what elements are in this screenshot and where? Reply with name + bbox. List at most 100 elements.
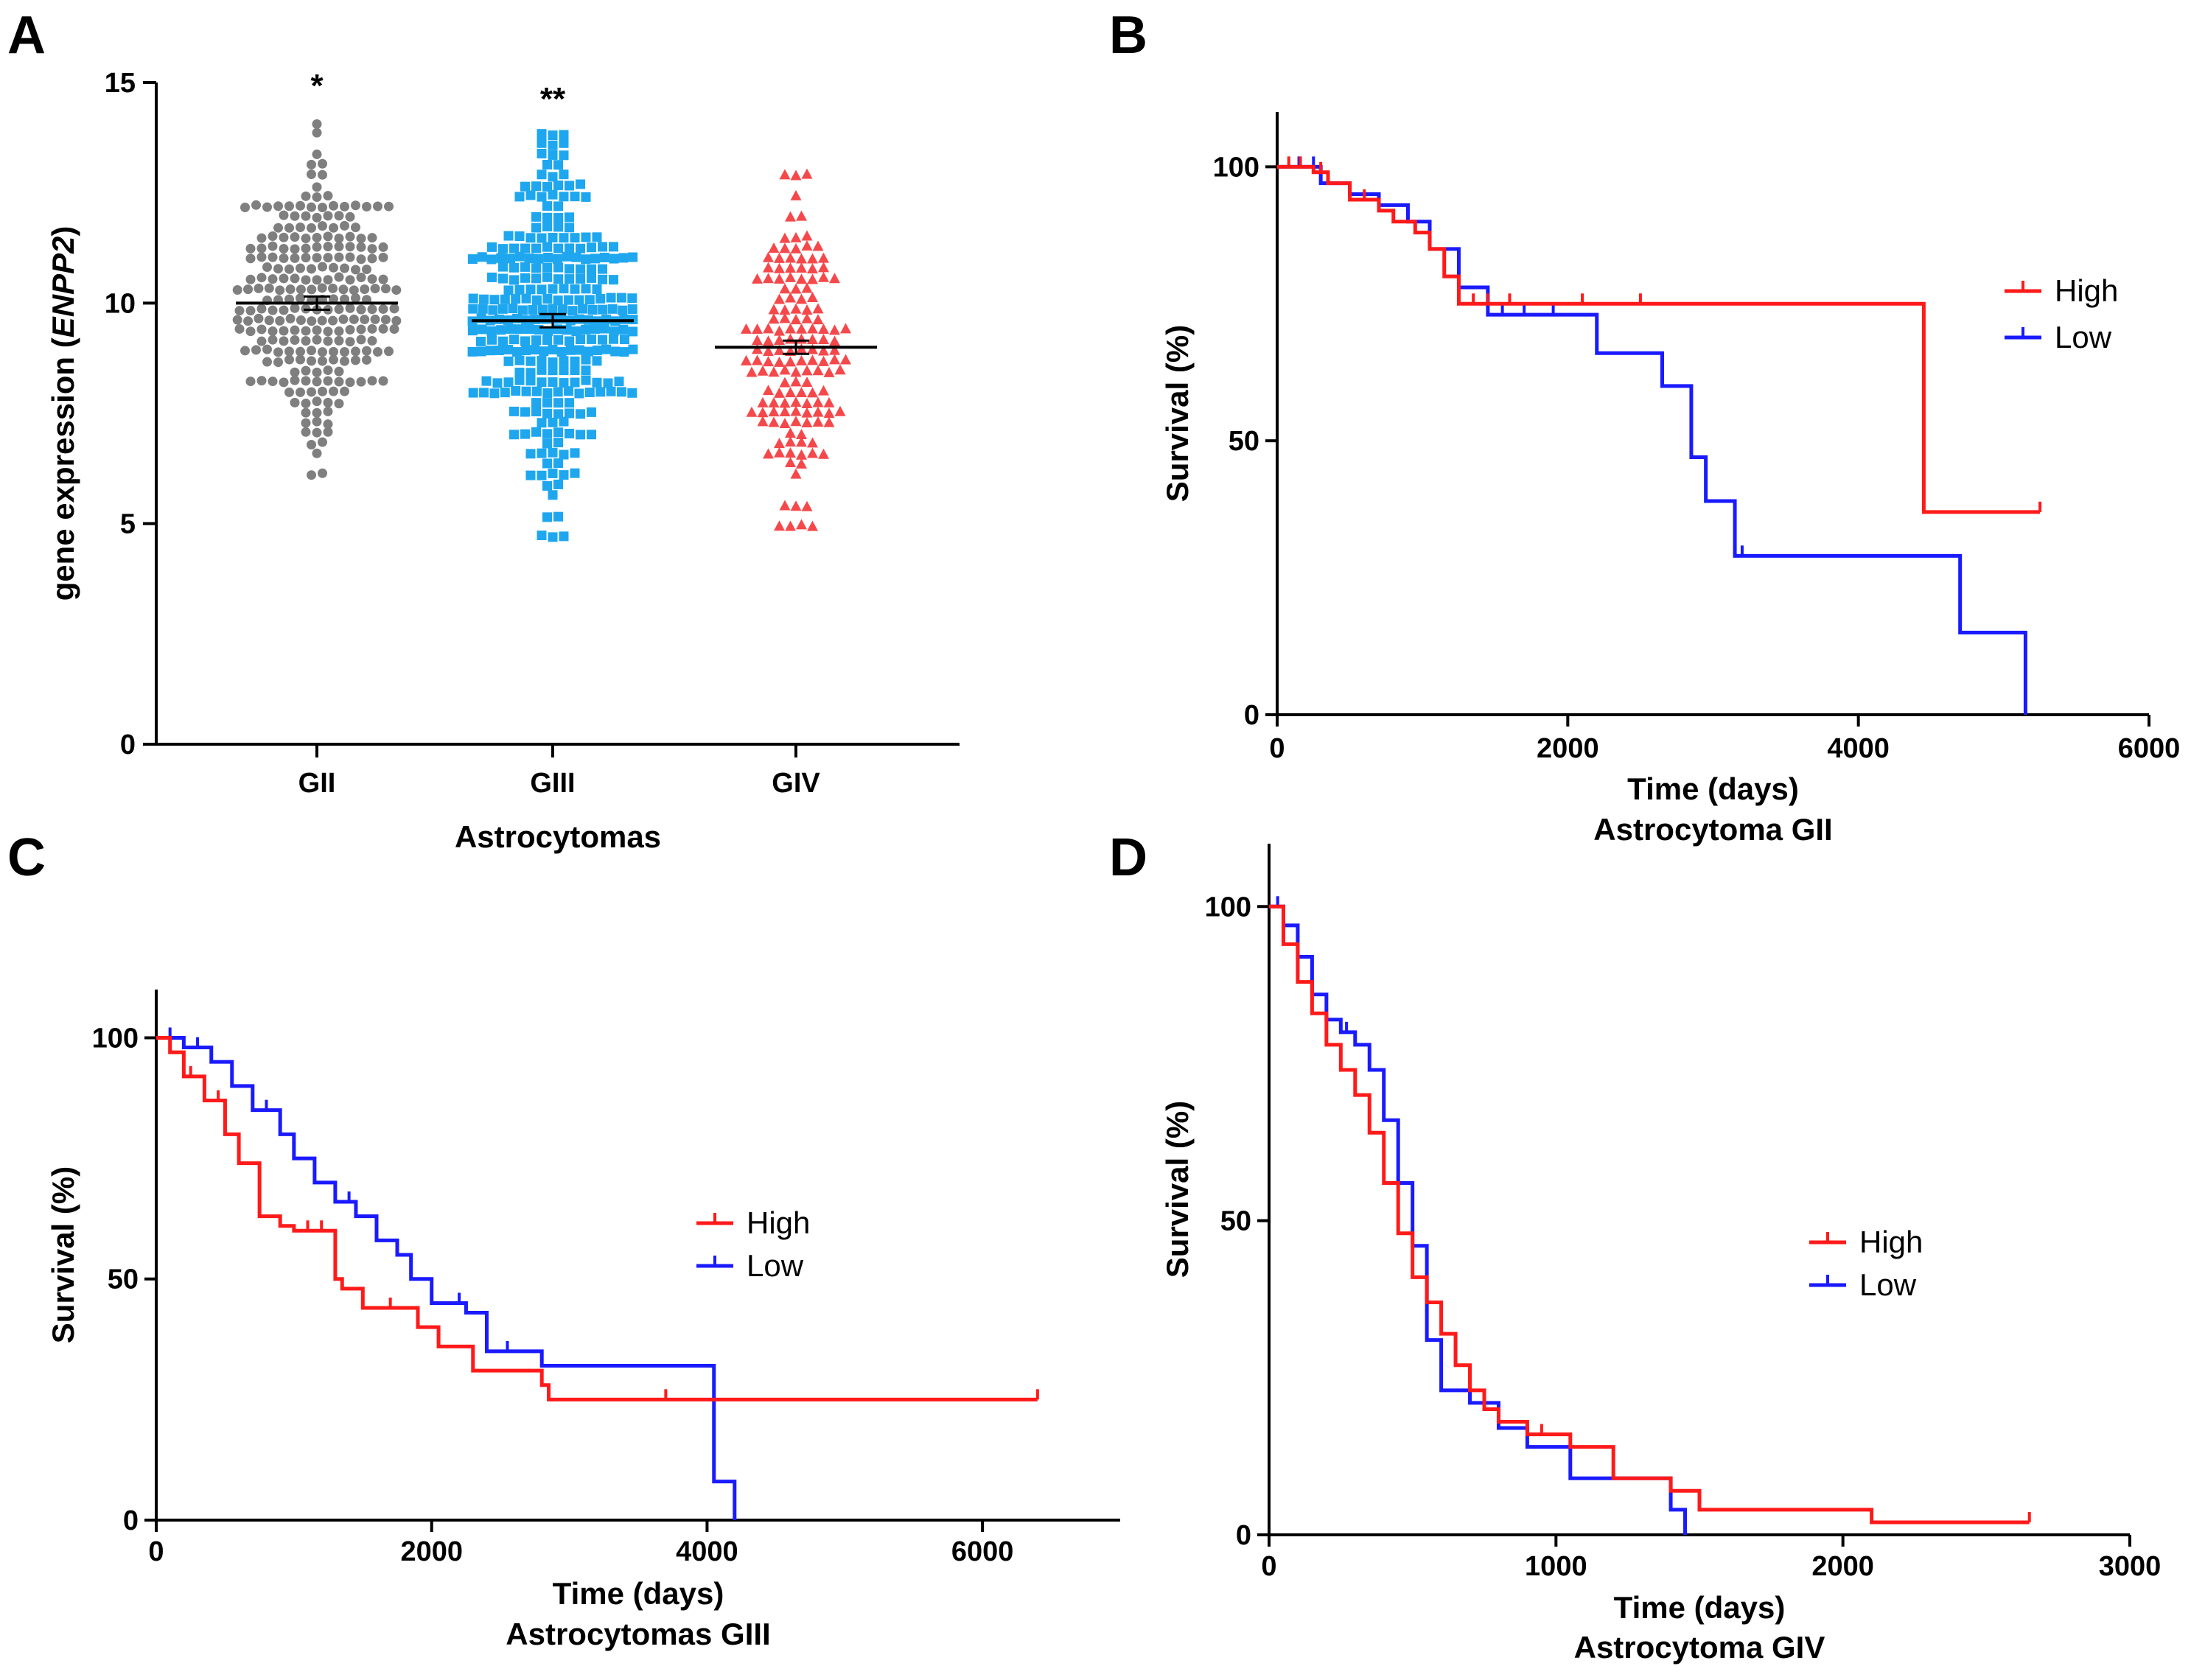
data-point-giv: [790, 366, 802, 377]
data-point-giii: [590, 253, 600, 264]
y-tick-label: 100: [92, 1023, 139, 1054]
x-tick-label: GIII: [530, 768, 575, 799]
data-point-giii: [559, 233, 569, 243]
data-point-giii: [531, 386, 542, 396]
data-point-giv: [790, 169, 802, 181]
data-point-giii: [559, 449, 569, 460]
data-point-giii: [486, 254, 497, 265]
data-point-giii: [514, 375, 525, 385]
data-point-giii: [508, 304, 518, 314]
data-point-giv: [752, 354, 763, 365]
data-point-gii: [312, 232, 322, 242]
data-point-gii: [391, 285, 402, 295]
data-point-giii: [565, 398, 574, 408]
data-point-giv: [763, 385, 774, 396]
series-line-low: [156, 1035, 737, 1520]
data-point-giii: [542, 438, 552, 449]
data-point-giii: [627, 388, 637, 398]
data-point-giii: [609, 253, 619, 264]
data-point-giii: [512, 347, 523, 357]
data-point-gii: [323, 326, 333, 337]
data-point-giv: [801, 240, 813, 251]
data-point-giii: [476, 336, 486, 346]
data-point-giii: [539, 314, 549, 324]
data-point-gii: [323, 242, 333, 252]
data-point-giii: [598, 264, 607, 274]
data-point-gii: [245, 274, 256, 284]
data-point-gii: [334, 335, 344, 346]
y-tick-label: 15: [105, 68, 136, 99]
data-point-giii: [506, 253, 515, 264]
data-point-giv: [796, 323, 807, 334]
data-point-gii: [301, 365, 311, 376]
data-point-gii: [340, 201, 349, 211]
data-point-giv: [763, 448, 774, 459]
data-point-gii: [323, 419, 333, 430]
data-point-giv: [829, 344, 840, 355]
data-point-giv: [812, 365, 824, 376]
data-point-giii: [570, 284, 580, 294]
data-point-giv: [812, 406, 824, 417]
data-point-gii: [312, 149, 322, 159]
data-point-giv: [757, 396, 769, 407]
data-point-giii: [531, 223, 541, 233]
legend-item-high: High: [2005, 273, 2118, 308]
data-point-gii: [329, 200, 338, 211]
data-point-gii: [367, 336, 377, 346]
data-point-giii: [553, 213, 563, 223]
data-point-gii: [340, 220, 349, 231]
data-point-giv: [812, 396, 824, 407]
data-point-giv: [785, 262, 796, 273]
data-point-gii: [301, 326, 311, 336]
data-point-giii: [503, 377, 514, 388]
data-point-gii: [362, 202, 371, 212]
y-tick-label: 50: [1229, 426, 1259, 457]
panel-b-km-plot: 0 50 100 0 2000 4000 6000 Time (days) Astrocytom…: [1160, 112, 2180, 847]
data-point-giv: [807, 437, 818, 448]
data-point-gii: [378, 242, 388, 252]
data-point-giii: [609, 334, 618, 344]
data-point-giii: [488, 305, 498, 315]
data-point-giii: [509, 262, 519, 273]
data-point-gii: [349, 285, 359, 295]
data-point-gii: [275, 315, 285, 326]
data-point-gii: [301, 418, 311, 428]
data-point-giii: [548, 344, 558, 354]
data-point-gii: [356, 254, 366, 265]
data-point-giv: [796, 387, 807, 398]
data-point-giv: [768, 416, 780, 427]
data-point-giii: [603, 378, 613, 388]
data-point-giii: [559, 470, 569, 480]
data-point-gii: [273, 357, 283, 368]
data-point-giv: [818, 448, 829, 459]
data-point-giii: [553, 201, 563, 211]
x-axis-title: Time (days): [553, 1576, 724, 1611]
data-point-giii: [593, 345, 603, 355]
data-point-giii: [562, 251, 572, 262]
data-point-giii: [514, 251, 525, 262]
data-point-giii: [548, 365, 558, 376]
data-point-gii: [290, 253, 300, 263]
data-point-gii: [284, 264, 294, 274]
data-point-giv: [779, 364, 791, 375]
data-point-giii: [509, 406, 519, 416]
data-point-gii: [318, 221, 327, 231]
data-point-giv: [768, 366, 780, 377]
data-point-gii: [362, 346, 371, 356]
data-point-giii: [537, 470, 547, 480]
data-point-gii: [351, 355, 360, 365]
data-point-giii: [553, 274, 563, 284]
data-point-gii: [323, 376, 333, 386]
data-point-giii: [553, 335, 563, 345]
data-point-giv: [785, 211, 796, 222]
y-tick-label: 5: [120, 509, 136, 540]
data-point-giv: [796, 428, 807, 439]
data-point-giv: [785, 271, 796, 282]
x-tick-label: 2000: [400, 1536, 463, 1567]
data-point-giv: [790, 242, 802, 253]
data-point-giv: [746, 406, 758, 417]
data-point-giii: [514, 284, 525, 295]
data-point-giii: [590, 323, 600, 334]
legend-item-low: Low: [2005, 320, 2112, 354]
